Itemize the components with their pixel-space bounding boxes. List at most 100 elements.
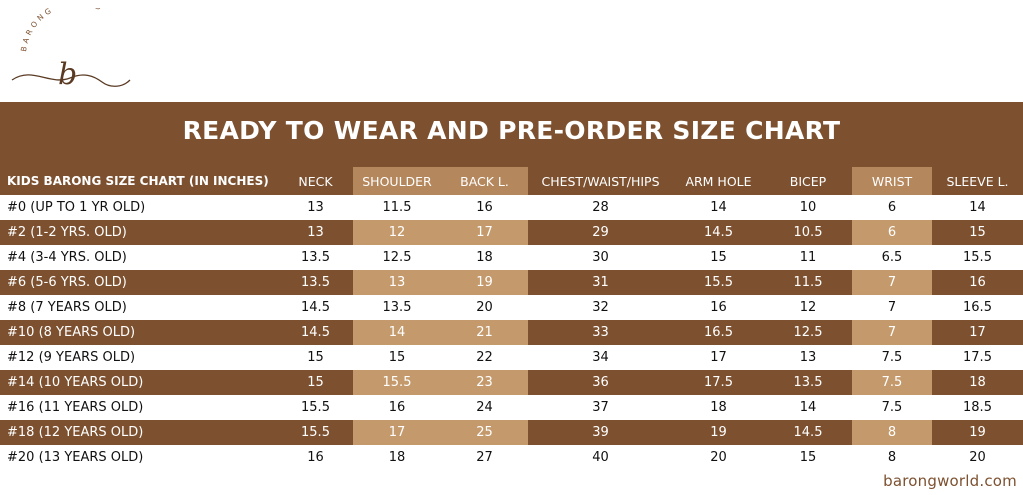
chest-waist-hips-cell: 40 xyxy=(528,445,673,470)
chest-waist-hips-cell: 36 xyxy=(528,370,673,395)
sleeve-length-cell: 14 xyxy=(932,195,1023,220)
svg-text:BARONG WORLD: BARONG WORLD xyxy=(19,8,106,52)
header-shoulder: SHOULDER xyxy=(353,167,441,195)
arm-hole-cell: 15.5 xyxy=(673,270,764,295)
wrist-cell: 7 xyxy=(852,320,932,345)
size-label-cell: #4 (3-4 YRS. OLD) xyxy=(0,245,278,270)
back-length-cell: 25 xyxy=(441,420,528,445)
bicep-cell: 10 xyxy=(764,195,852,220)
bicep-cell: 13.5 xyxy=(764,370,852,395)
header-back-length: BACK L. xyxy=(441,167,528,195)
arm-hole-cell: 17 xyxy=(673,345,764,370)
sleeve-length-cell: 17.5 xyxy=(932,345,1023,370)
header-sleeve-length: SLEEVE L. xyxy=(932,167,1023,195)
arm-hole-cell: 16 xyxy=(673,295,764,320)
back-length-cell: 18 xyxy=(441,245,528,270)
size-label-cell: #14 (10 YEARS OLD) xyxy=(0,370,278,395)
back-length-cell: 17 xyxy=(441,220,528,245)
wrist-cell: 7.5 xyxy=(852,395,932,420)
shoulder-cell: 12.5 xyxy=(353,245,441,270)
back-length-cell: 16 xyxy=(441,195,528,220)
bicep-cell: 11 xyxy=(764,245,852,270)
wrist-cell: 8 xyxy=(852,420,932,445)
sleeve-length-cell: 18.5 xyxy=(932,395,1023,420)
neck-cell: 14.5 xyxy=(278,295,353,320)
header-arm-hole: ARM HOLE xyxy=(673,167,764,195)
table-row: #20 (13 YEARS OLD) 16 18 27 40 20 15 8 2… xyxy=(0,445,1023,470)
sleeve-length-cell: 20 xyxy=(932,445,1023,470)
back-length-cell: 23 xyxy=(441,370,528,395)
wrist-cell: 7.5 xyxy=(852,370,932,395)
bicep-cell: 14.5 xyxy=(764,420,852,445)
neck-cell: 13.5 xyxy=(278,245,353,270)
size-label-cell: #6 (5-6 YRS. OLD) xyxy=(0,270,278,295)
chest-waist-hips-cell: 30 xyxy=(528,245,673,270)
shoulder-cell: 15 xyxy=(353,345,441,370)
size-chart-table: KIDS BARONG SIZE CHART (IN INCHES) NECK … xyxy=(0,167,1023,470)
neck-cell: 13 xyxy=(278,220,353,245)
chest-waist-hips-cell: 32 xyxy=(528,295,673,320)
wrist-cell: 7 xyxy=(852,270,932,295)
sleeve-length-cell: 17 xyxy=(932,320,1023,345)
sleeve-length-cell: 15.5 xyxy=(932,245,1023,270)
back-length-cell: 22 xyxy=(441,345,528,370)
size-label-cell: #2 (1-2 YRS. OLD) xyxy=(0,220,278,245)
neck-cell: 15.5 xyxy=(278,395,353,420)
header-bicep: BICEP xyxy=(764,167,852,195)
neck-cell: 14.5 xyxy=(278,320,353,345)
brand-logo: BARONG WORLD b xyxy=(10,0,140,93)
bicep-cell: 12.5 xyxy=(764,320,852,345)
size-label-cell: #10 (8 YEARS OLD) xyxy=(0,320,278,345)
neck-cell: 13 xyxy=(278,195,353,220)
table-row: #10 (8 YEARS OLD) 14.5 14 21 33 16.5 12.… xyxy=(0,320,1023,345)
header-wrist: WRIST xyxy=(852,167,932,195)
title-band xyxy=(0,102,1023,167)
neck-cell: 15 xyxy=(278,345,353,370)
sleeve-length-cell: 16 xyxy=(932,270,1023,295)
chest-waist-hips-cell: 33 xyxy=(528,320,673,345)
arm-hole-cell: 14 xyxy=(673,195,764,220)
back-length-cell: 20 xyxy=(441,295,528,320)
table-row: #8 (7 YEARS OLD) 14.5 13.5 20 32 16 12 7… xyxy=(0,295,1023,320)
arm-hole-cell: 16.5 xyxy=(673,320,764,345)
shoulder-cell: 12 xyxy=(353,220,441,245)
barong-world-logo-icon: BARONG WORLD b xyxy=(11,0,131,92)
wrist-cell: 7.5 xyxy=(852,345,932,370)
chest-waist-hips-cell: 31 xyxy=(528,270,673,295)
shoulder-cell: 17 xyxy=(353,420,441,445)
neck-cell: 15 xyxy=(278,370,353,395)
bicep-cell: 13 xyxy=(764,345,852,370)
header-neck: NECK xyxy=(278,167,353,195)
size-label-cell: #16 (11 YEARS OLD) xyxy=(0,395,278,420)
arm-hole-cell: 20 xyxy=(673,445,764,470)
back-length-cell: 21 xyxy=(441,320,528,345)
shoulder-cell: 11.5 xyxy=(353,195,441,220)
sleeve-length-cell: 19 xyxy=(932,420,1023,445)
size-label-cell: #0 (UP TO 1 YR OLD) xyxy=(0,195,278,220)
neck-cell: 15.5 xyxy=(278,420,353,445)
chest-waist-hips-cell: 39 xyxy=(528,420,673,445)
shoulder-cell: 18 xyxy=(353,445,441,470)
back-length-cell: 27 xyxy=(441,445,528,470)
arm-hole-cell: 14.5 xyxy=(673,220,764,245)
sleeve-length-cell: 16.5 xyxy=(932,295,1023,320)
bicep-cell: 14 xyxy=(764,395,852,420)
wrist-cell: 6 xyxy=(852,220,932,245)
arm-hole-cell: 19 xyxy=(673,420,764,445)
logo-brand-name: BARONG WORLD xyxy=(19,0,102,52)
neck-cell: 16 xyxy=(278,445,353,470)
table-row: #4 (3-4 YRS. OLD) 13.5 12.5 18 30 15 11 … xyxy=(0,245,1023,270)
bicep-cell: 15 xyxy=(764,445,852,470)
back-length-cell: 19 xyxy=(441,270,528,295)
shoulder-cell: 14 xyxy=(353,320,441,345)
table-row: #6 (5-6 YRS. OLD) 13.5 13 19 31 15.5 11.… xyxy=(0,270,1023,295)
table-row: #14 (10 YEARS OLD) 15 15.5 23 36 17.5 13… xyxy=(0,370,1023,395)
size-label-cell: #12 (9 YEARS OLD) xyxy=(0,345,278,370)
bicep-cell: 12 xyxy=(764,295,852,320)
table-row: #2 (1-2 YRS. OLD) 13 12 17 29 14.5 10.5 … xyxy=(0,220,1023,245)
website-watermark: barongworld.com xyxy=(883,472,1017,490)
size-label-cell: #20 (13 YEARS OLD) xyxy=(0,445,278,470)
back-length-cell: 24 xyxy=(441,395,528,420)
size-label-cell: #8 (7 YEARS OLD) xyxy=(0,295,278,320)
table-row: #16 (11 YEARS OLD) 15.5 16 24 37 18 14 7… xyxy=(0,395,1023,420)
